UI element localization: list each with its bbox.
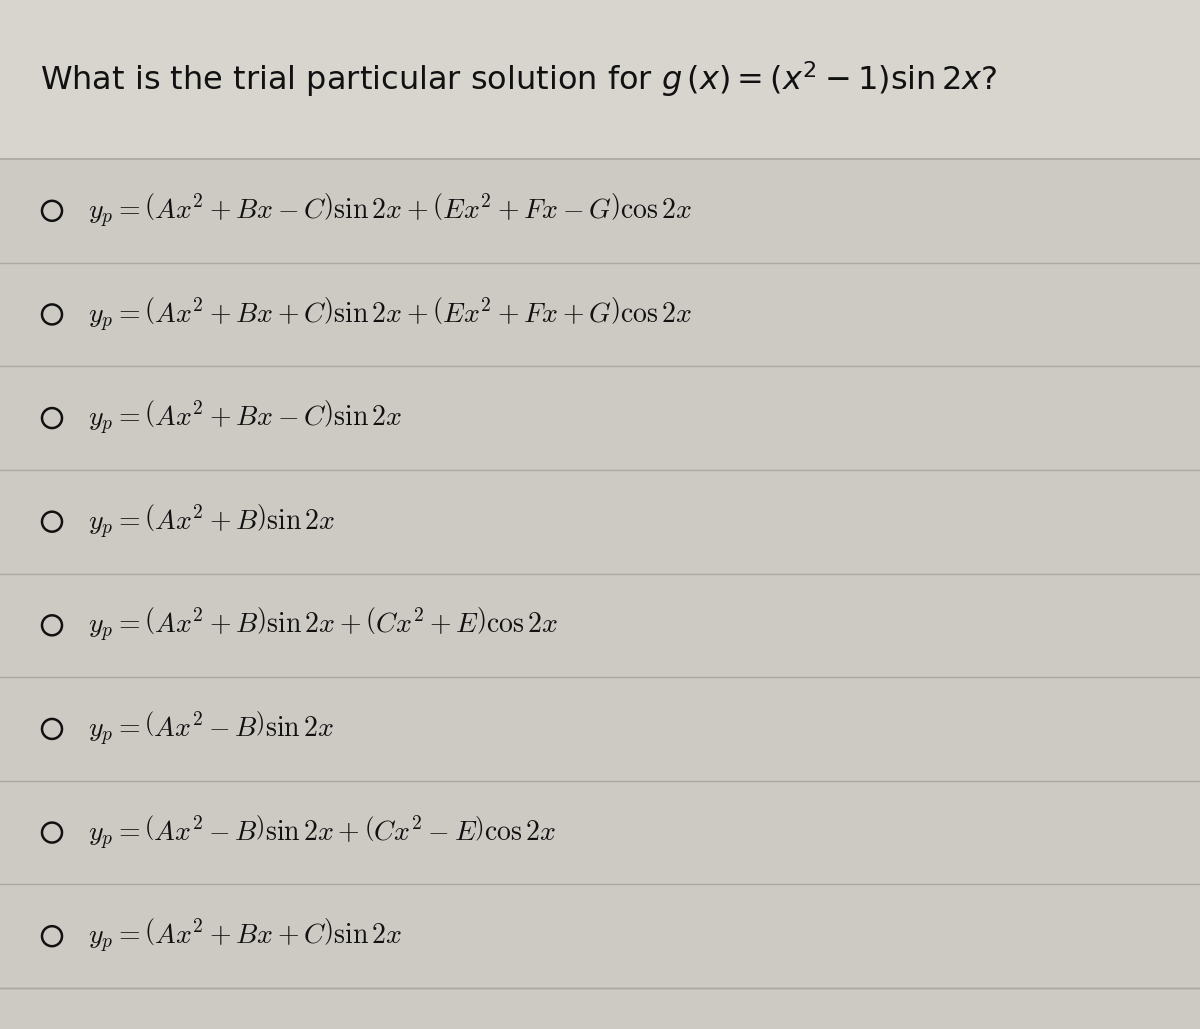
Text: $y_p = \left(Ax^2 + B\right)\sin 2x + \left(Cx^2 + E\right)\cos 2x$: $y_p = \left(Ax^2 + B\right)\sin 2x + \l… bbox=[88, 606, 558, 644]
Text: $y_p = \left(Ax^2 + B\right)\sin 2x$: $y_p = \left(Ax^2 + B\right)\sin 2x$ bbox=[88, 502, 335, 541]
Text: $y_p = \left(Ax^2 + Bx - C\right)\sin 2x$: $y_p = \left(Ax^2 + Bx - C\right)\sin 2x… bbox=[88, 399, 402, 437]
FancyBboxPatch shape bbox=[0, 0, 1200, 159]
Text: $y_p = \left(Ax^2 + Bx + C\right)\sin 2x + \left(Ex^2 + Fx + G\right)\cos 2x$: $y_p = \left(Ax^2 + Bx + C\right)\sin 2x… bbox=[88, 295, 692, 333]
Text: $y_p = \left(Ax^2 - B\right)\sin 2x + \left(Cx^2 - E\right)\cos 2x$: $y_p = \left(Ax^2 - B\right)\sin 2x + \l… bbox=[88, 814, 556, 852]
Text: What is the trial particular solution for $g\,(x) = \left(x^2 - 1\right)\sin 2x$: What is the trial particular solution fo… bbox=[40, 60, 997, 100]
Text: $y_p = \left(Ax^2 + Bx + C\right)\sin 2x$: $y_p = \left(Ax^2 + Bx + C\right)\sin 2x… bbox=[88, 917, 402, 955]
Text: $y_p = \left(Ax^2 - B\right)\sin 2x$: $y_p = \left(Ax^2 - B\right)\sin 2x$ bbox=[88, 710, 334, 748]
Text: $y_p = \left(Ax^2 + Bx - C\right)\sin 2x + \left(Ex^2 + Fx - G\right)\cos 2x$: $y_p = \left(Ax^2 + Bx - C\right)\sin 2x… bbox=[88, 191, 692, 229]
